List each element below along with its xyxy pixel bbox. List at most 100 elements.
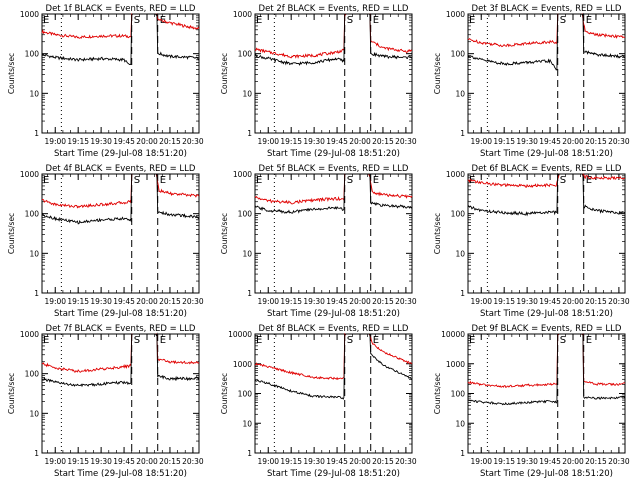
x-tick-label: 19:15 — [67, 137, 89, 146]
event-marker-label: E — [43, 335, 49, 346]
y-tick-label: 100 — [238, 390, 253, 399]
series-line-lld — [42, 173, 200, 209]
x-tick-label: 20:15 — [585, 457, 607, 466]
event-marker-label: E — [586, 15, 592, 26]
y-tick-label: 100 — [238, 50, 253, 59]
y-tick-label: 1000 — [446, 170, 465, 179]
y-tick-label: 100 — [451, 390, 466, 399]
event-marker-label: S — [134, 175, 140, 186]
y-tick-label: 1 — [460, 289, 465, 298]
y-tick-label: 10 — [455, 249, 465, 258]
series-line-lld — [254, 13, 413, 59]
x-tick-label: 20:00 — [136, 137, 158, 146]
chart-title: Det 7f BLACK = Events, RED = LLD — [46, 324, 196, 334]
x-tick-label: 20:15 — [159, 297, 181, 306]
y-tick-label: 10 — [29, 249, 39, 258]
series-line-lld — [467, 13, 626, 48]
y-tick-label: 1 — [34, 289, 39, 298]
x-tick-label: 20:00 — [349, 297, 371, 306]
x-tick-label: 19:00 — [44, 137, 66, 146]
y-tick-label: 1000 — [446, 10, 465, 19]
x-tick-label: 20:00 — [562, 297, 584, 306]
event-marker-label: S — [560, 15, 566, 26]
plot-frame — [254, 173, 413, 294]
x-tick-label: 20:15 — [372, 137, 394, 146]
y-axis-label: Counts/sec — [7, 373, 16, 414]
y-tick-label: 10 — [455, 89, 465, 98]
y-tick-label: 10 — [455, 419, 465, 428]
y-tick-label: 10 — [29, 89, 39, 98]
chart-panel-9: Det 9f BLACK = Events, RED = LLD Counts/s… — [433, 324, 630, 479]
x-tick-label: 19:15 — [280, 297, 302, 306]
event-marker-label: E — [586, 335, 592, 346]
x-tick-label: 20:30 — [182, 137, 204, 146]
series-line-lld — [467, 173, 626, 188]
event-marker-label: S — [134, 15, 140, 26]
x-tick-label: 20:00 — [562, 137, 584, 146]
x-tick-label: 19:15 — [280, 457, 302, 466]
x-axis-label: Start Time (29-Jul-08 18:51:20) — [480, 309, 613, 319]
y-tick-label: 10 — [242, 419, 252, 428]
plot-frame — [467, 333, 626, 454]
chart-panel-5: Det 5f BLACK = Events, RED = LLD Counts/s… — [220, 164, 417, 319]
x-axis-label: Start Time (29-Jul-08 18:51:20) — [267, 309, 400, 319]
y-tick-label: 100 — [25, 50, 40, 59]
y-tick-label: 1 — [247, 289, 252, 298]
y-axis-label: Counts/sec — [7, 53, 16, 94]
chart-title: Det 8f BLACK = Events, RED = LLD — [259, 324, 409, 334]
event-marker-label: E — [469, 15, 475, 26]
event-marker-label: E — [469, 335, 475, 346]
x-tick-label: 19:30 — [90, 457, 112, 466]
x-tick-label: 19:15 — [67, 297, 89, 306]
x-tick-label: 20:15 — [159, 457, 181, 466]
event-marker-label: E — [586, 175, 592, 186]
x-tick-label: 19:00 — [257, 457, 279, 466]
y-tick-label: 100 — [238, 210, 253, 219]
x-tick-label: 19:30 — [303, 137, 325, 146]
x-tick-label: 19:00 — [257, 297, 279, 306]
x-tick-label: 20:30 — [395, 137, 417, 146]
x-tick-label: 19:30 — [90, 297, 112, 306]
x-tick-label: 20:15 — [372, 457, 394, 466]
y-axis-label: Counts/sec — [433, 373, 442, 414]
y-tick-label: 1000 — [20, 170, 39, 179]
series-line-lld — [41, 13, 200, 39]
y-tick-label: 10000 — [228, 330, 252, 339]
y-tick-label: 10 — [29, 409, 39, 418]
x-axis-label: Start Time (29-Jul-08 18:51:20) — [267, 469, 400, 479]
x-axis-label: Start Time (29-Jul-08 18:51:20) — [54, 149, 187, 159]
x-tick-label: 20:15 — [585, 297, 607, 306]
series-line-events — [254, 333, 413, 400]
x-tick-label: 19:15 — [493, 457, 515, 466]
series-line-events — [467, 172, 626, 217]
chart-panel-2: Det 2f BLACK = Events, RED = LLD Counts/s… — [220, 4, 417, 159]
y-tick-label: 1 — [460, 129, 465, 138]
y-axis-label: Counts/sec — [220, 213, 229, 254]
chart-panel-3: Det 3f BLACK = Events, RED = LLD Counts/s… — [433, 4, 630, 159]
y-tick-label: 1000 — [20, 330, 39, 339]
x-tick-label: 19:30 — [90, 137, 112, 146]
series-line-events — [41, 332, 200, 388]
chart-title: Det 1f BLACK = Events, RED = LLD — [46, 4, 196, 14]
plot-frame — [467, 13, 626, 134]
x-axis-label: Start Time (29-Jul-08 18:51:20) — [480, 469, 613, 479]
x-tick-label: 20:15 — [159, 137, 181, 146]
x-tick-label: 20:15 — [372, 297, 394, 306]
y-axis-label: Counts/sec — [220, 373, 229, 414]
x-tick-label: 19:45 — [113, 297, 135, 306]
x-tick-label: 20:30 — [608, 457, 630, 466]
plot-frame — [467, 173, 626, 294]
x-tick-label: 19:00 — [44, 457, 66, 466]
chart-title: Det 3f BLACK = Events, RED = LLD — [472, 4, 622, 14]
plot-frame — [41, 333, 200, 454]
x-tick-label: 19:00 — [470, 297, 492, 306]
x-tick-label: 20:00 — [136, 297, 158, 306]
y-tick-label: 100 — [25, 370, 40, 379]
series-line-events — [254, 173, 413, 214]
event-marker-label: E — [43, 15, 49, 26]
y-tick-label: 1000 — [233, 10, 252, 19]
event-marker-label: E — [43, 175, 49, 186]
x-tick-label: 19:30 — [516, 457, 538, 466]
event-marker-label: E — [160, 335, 166, 346]
